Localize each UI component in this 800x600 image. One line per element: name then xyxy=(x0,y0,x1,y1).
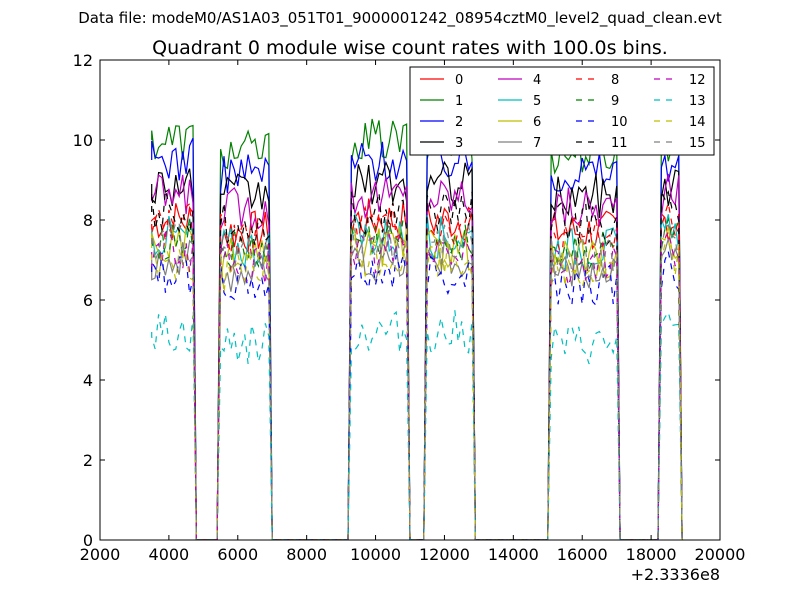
x-tick-label: 4000 xyxy=(149,545,190,564)
legend-label-4: 4 xyxy=(533,73,541,88)
legend-label-6: 6 xyxy=(533,115,541,130)
series-line-10 xyxy=(151,249,683,540)
y-tick-label: 2 xyxy=(83,451,93,470)
series-line-12 xyxy=(151,230,683,540)
series-line-7 xyxy=(151,236,683,540)
legend-label-2: 2 xyxy=(455,115,463,130)
y-tick-label: 12 xyxy=(73,51,93,70)
y-tick-label: 10 xyxy=(73,131,93,150)
series-line-2 xyxy=(151,137,683,540)
x-tick-label: 8000 xyxy=(286,545,327,564)
ticks-layer: 2000 4000 6000 8000 10000 12000 14000 16000 1800… xyxy=(73,51,746,564)
y-tick-label: 6 xyxy=(83,291,93,310)
series-line-14 xyxy=(151,236,683,540)
x-tick-label: 12000 xyxy=(419,545,470,564)
legend-label-1: 1 xyxy=(455,94,463,109)
x-tick-label: 20000 xyxy=(695,545,746,564)
legend-label-11: 11 xyxy=(611,136,628,151)
legend-label-9: 9 xyxy=(611,94,619,109)
x-tick-label: 2000 xyxy=(80,545,121,564)
legend-label-14: 14 xyxy=(689,115,706,130)
series-line-15 xyxy=(151,221,683,540)
legend-label-10: 10 xyxy=(611,115,628,130)
legend-label-0: 0 xyxy=(455,73,463,88)
series-layer xyxy=(151,118,683,540)
y-tick-label: 0 xyxy=(83,531,93,550)
y-tick-label: 8 xyxy=(83,211,93,230)
chart-title: Quadrant 0 module wise count rates with … xyxy=(152,37,668,59)
legend-label-3: 3 xyxy=(455,136,463,151)
x-tick-label: 16000 xyxy=(557,545,608,564)
x-tick-label: 10000 xyxy=(350,545,401,564)
series-line-5 xyxy=(151,212,683,540)
x-tick-label: 18000 xyxy=(626,545,677,564)
series-line-8 xyxy=(151,202,683,540)
legend-label-5: 5 xyxy=(533,94,541,109)
chart-supertitle: Data file: modeM0/AS1A03_051T01_90000012… xyxy=(78,9,722,28)
series-line-11 xyxy=(151,189,683,540)
legend-label-13: 13 xyxy=(689,94,706,109)
legend-label-15: 15 xyxy=(689,136,706,151)
legend-label-7: 7 xyxy=(533,136,541,151)
legend-box xyxy=(409,66,715,156)
legend-label-8: 8 xyxy=(611,73,619,88)
x-tick-label: 6000 xyxy=(217,545,258,564)
x-offset-label: +2.3336e8 xyxy=(631,565,720,584)
series-line-3 xyxy=(151,160,683,540)
y-tick-label: 4 xyxy=(83,371,93,390)
x-tick-label: 14000 xyxy=(488,545,539,564)
legend-label-12: 12 xyxy=(689,73,706,88)
series-line-13 xyxy=(151,310,683,540)
